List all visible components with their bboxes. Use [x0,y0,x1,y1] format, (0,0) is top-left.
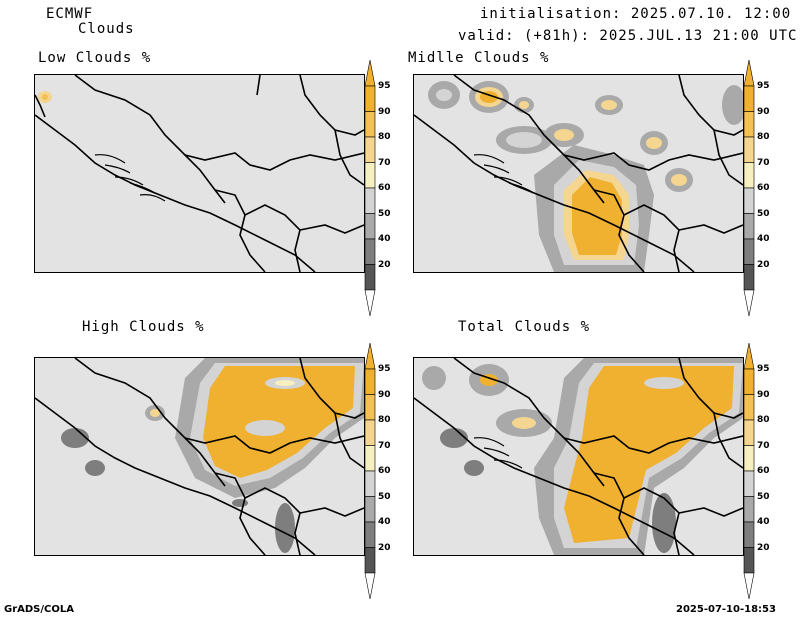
colorbar-segment [743,419,755,446]
colorbar-label: 90 [757,106,770,117]
colorbar-svg [364,59,376,317]
colorbar-segment [743,238,755,265]
footer-timestamp: 2025-07-10-18:53 [676,604,776,615]
colorbar-segment [364,264,376,291]
colorbar-label: 50 [378,208,391,219]
colorbar-svg [364,342,376,600]
colorbar-segment [364,111,376,138]
map-high-clouds [34,357,365,556]
map-low-clouds [34,74,365,273]
colorbar-middle: 95 90 80 70 60 50 40 20 [743,59,770,320]
colorbar-segment [743,470,755,497]
colorbar-segment [364,394,376,421]
colorbar-segment [364,187,376,214]
colorbar-top-triangle [364,342,376,370]
colorbar-segment [743,85,755,112]
colorbar-label: 20 [757,259,770,270]
colorbar-label: 70 [378,157,391,168]
colorbar-label: 60 [757,466,770,476]
colorbar-svg [743,59,755,317]
colorbar-segment [743,368,755,395]
model-label: ECMWF [46,6,94,22]
colorbar-label: 40 [378,234,391,244]
colorbar-label: 95 [757,81,770,91]
colorbar-segment [743,264,755,291]
colorbar-segment [364,238,376,265]
colorbar-high: 95 90 80 70 60 50 40 20 [364,342,391,603]
colorbar-label: 70 [378,440,391,451]
colorbar-label: 20 [757,542,770,553]
valid-time: valid: (+81h): 2025.JUL.13 21:00 UTC [458,28,798,44]
panel-title-total: Total Clouds % [458,319,591,335]
colorbar-segment [743,394,755,421]
colorbar-total: 95 90 80 70 60 50 40 20 [743,342,770,603]
colorbar-segment [364,521,376,548]
panel-title-middle: Midlle Clouds % [408,50,550,66]
map-middle-clouds [413,74,744,273]
colorbar-label: 60 [378,183,391,193]
colorbar-segment [743,213,755,240]
colorbar-segment [364,470,376,497]
colorbar-segment [743,187,755,214]
colorbar-label: 80 [378,132,391,142]
colorbar-low: 95 90 80 70 60 50 40 20 [364,59,391,320]
panel-title-high: High Clouds % [82,319,205,335]
colorbar-segment [364,213,376,240]
colorbar-label: 40 [757,517,770,527]
colorbar-bottom-triangle [743,289,755,317]
colorbar-segment [364,85,376,112]
colorbar-segment [364,136,376,163]
colorbar-segment [364,368,376,395]
colorbar-label: 80 [378,415,391,425]
colorbar-top-triangle [743,59,755,87]
map-high-svg [35,358,364,555]
colorbar-segment [743,162,755,189]
colorbar-segment [364,547,376,574]
colorbar-segment [743,521,755,548]
colorbar-segment [743,136,755,163]
colorbar-top-triangle [364,59,376,87]
init-time: initialisation: 2025.07.10. 12:00 UTC [480,6,800,22]
colorbar-label: 60 [378,466,391,476]
colorbar-bottom-triangle [364,289,376,317]
colorbar-label: 40 [757,234,770,244]
colorbar-top-triangle [743,342,755,370]
colorbar-label: 50 [757,208,770,219]
colorbar-label: 20 [378,542,391,553]
colorbar-bottom-triangle [364,572,376,600]
colorbar-label: 95 [757,364,770,374]
colorbar-label: 20 [378,259,391,270]
colorbar-label: 50 [757,491,770,502]
map-middle-svg [414,75,743,272]
map-total-svg [414,358,743,555]
footer-software: GrADS/COLA [4,604,74,615]
colorbar-label: 70 [757,157,770,168]
colorbar-bottom-triangle [743,572,755,600]
map-low-svg [35,75,364,272]
colorbar-segment [364,445,376,472]
colorbar-segment [743,547,755,574]
colorbar-segment [364,419,376,446]
map-total-clouds [413,357,744,556]
colorbar-label: 95 [378,81,391,91]
colorbar-segment [743,496,755,523]
colorbar-label: 90 [378,106,391,117]
colorbar-label: 50 [378,491,391,502]
colorbar-label: 80 [757,132,770,142]
colorbar-label: 90 [378,389,391,400]
colorbar-segment [364,496,376,523]
panel-title-low: Low Clouds % [38,50,152,66]
colorbar-label: 90 [757,389,770,400]
colorbar-label: 40 [378,517,391,527]
colorbar-svg [743,342,755,600]
product-label: Clouds [78,21,135,37]
colorbar-label: 60 [757,183,770,193]
colorbar-segment [743,445,755,472]
colorbar-label: 95 [378,364,391,374]
colorbar-segment [743,111,755,138]
colorbar-label: 70 [757,440,770,451]
colorbar-segment [364,162,376,189]
colorbar-label: 80 [757,415,770,425]
